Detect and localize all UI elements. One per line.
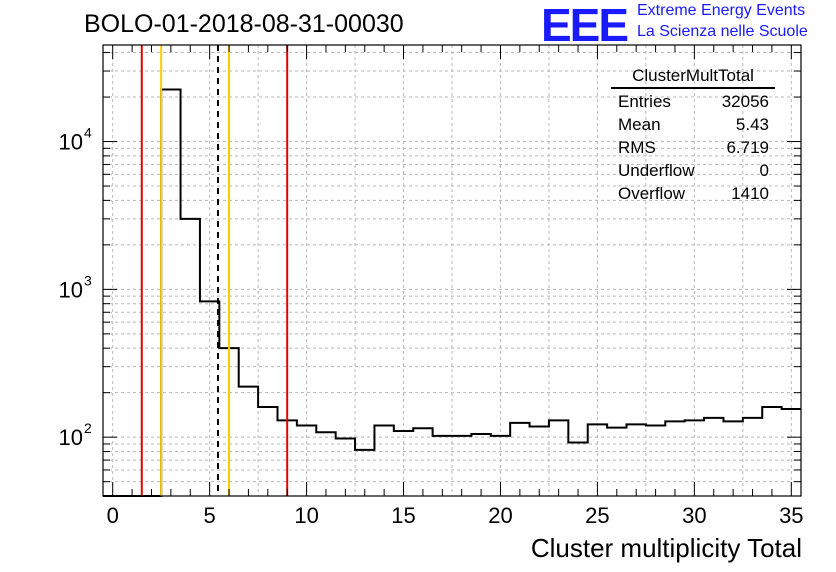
histogram-bin xyxy=(549,420,568,496)
stats-name: ClusterMultTotal xyxy=(611,66,775,89)
x-tick-label: 20 xyxy=(488,503,512,528)
y-tick-exponent: 4 xyxy=(84,125,92,141)
eee-logo: EEE xyxy=(541,0,629,51)
y-tick-exponent: 3 xyxy=(84,272,92,288)
stats-row-rms: RMS 6.719 xyxy=(611,136,775,159)
histogram-bin xyxy=(471,434,490,496)
histogram-bin xyxy=(607,428,626,496)
x-tick-label: 15 xyxy=(391,503,415,528)
histogram-bin xyxy=(239,387,258,496)
histogram-bin xyxy=(723,421,742,496)
x-tick-label: 10 xyxy=(294,503,318,528)
histogram-bin xyxy=(336,438,355,496)
histogram-bin xyxy=(161,89,180,496)
histogram-bin xyxy=(433,436,452,496)
histogram-bin xyxy=(452,436,471,496)
histogram-bin xyxy=(374,425,393,496)
histogram-bin xyxy=(665,421,684,496)
y-tick-label: 10 xyxy=(59,130,83,155)
logo-line-2: La Scienza nelle Scuole xyxy=(637,23,808,40)
y-tick-label: 10 xyxy=(59,277,83,302)
histogram-bin xyxy=(627,424,646,496)
histogram-bin xyxy=(530,427,549,496)
grid xyxy=(103,45,801,497)
x-tick-label: 5 xyxy=(204,503,216,528)
histogram-bin xyxy=(646,425,665,496)
x-tick-label: 25 xyxy=(585,503,609,528)
histogram-outline xyxy=(103,88,801,497)
histogram-bin xyxy=(181,219,200,496)
stats-label: Underflow xyxy=(618,161,695,180)
x-tick-label: 30 xyxy=(682,503,706,528)
histogram-bin xyxy=(413,428,432,496)
x-axis-label: Cluster multiplicity Total xyxy=(530,533,802,563)
stats-value: 0 xyxy=(759,161,769,180)
histogram-bin xyxy=(743,418,762,496)
y-tick-label: 10 xyxy=(59,425,83,450)
stats-label: Mean xyxy=(618,115,661,134)
stats-label: Entries xyxy=(618,92,671,111)
y-tick-exponent: 2 xyxy=(84,420,92,436)
stats-label: Overflow xyxy=(618,184,686,203)
histogram-bin xyxy=(316,432,335,496)
plot-frame xyxy=(102,44,802,497)
histogram-bin xyxy=(762,407,781,496)
histogram-bin xyxy=(258,407,277,496)
stats-value: 5.43 xyxy=(735,115,769,134)
histogram-bin xyxy=(200,301,219,496)
stats-value: 6.719 xyxy=(726,138,769,157)
chart-title: BOLO-01-2018-08-31-00030 xyxy=(84,10,404,38)
stats-value: 32056 xyxy=(721,92,769,111)
x-tick-label: 0 xyxy=(107,503,119,528)
marker-lines xyxy=(140,45,289,496)
stats-row-entries: Entries 32056 xyxy=(611,90,775,113)
stats-value: 1410 xyxy=(731,184,769,203)
stats-row-overflow: Overflow 1410 xyxy=(611,182,775,205)
histogram xyxy=(103,88,801,497)
stats-row-underflow: Underflow 0 xyxy=(611,159,775,182)
stats-label: RMS xyxy=(618,138,656,157)
stats-box: ClusterMultTotal Entries 32056 Mean 5.43… xyxy=(611,66,775,205)
logo-line-1: Extreme Energy Events xyxy=(637,2,806,19)
x-tick-label: 35 xyxy=(779,503,803,528)
histogram-bin xyxy=(568,443,587,496)
histogram-bin xyxy=(704,418,723,496)
histogram-bin xyxy=(510,423,529,496)
stats-row-mean: Mean 5.43 xyxy=(611,113,775,136)
